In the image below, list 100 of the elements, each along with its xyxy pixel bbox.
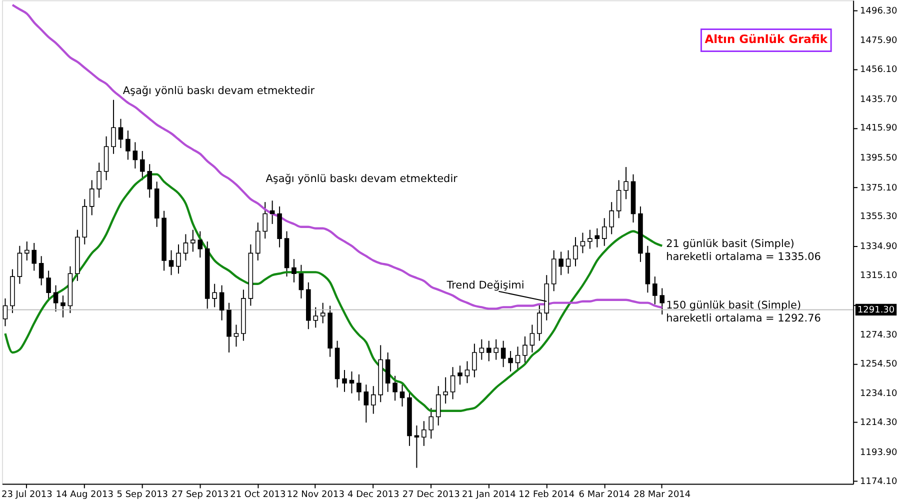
- candlestick: [111, 99, 116, 154]
- candlestick: [147, 164, 152, 198]
- y-tick-label: 1214.30: [860, 418, 898, 428]
- candlestick: [428, 407, 434, 440]
- candlestick: [624, 166, 628, 200]
- candlestick: [176, 244, 181, 274]
- candlestick: [313, 306, 318, 328]
- candlestick: [234, 324, 239, 348]
- candlestick: [450, 366, 456, 400]
- candlestick: [198, 230, 203, 258]
- y-tick-label: 1193.90: [860, 448, 898, 458]
- candlestick: [385, 352, 390, 392]
- candlestick: [364, 384, 369, 424]
- candlestick: [580, 232, 586, 254]
- candlestick: [660, 288, 665, 316]
- y-tick-label: 1395.50: [860, 154, 898, 164]
- candlestick: [522, 336, 528, 364]
- candlestick: [537, 304, 542, 342]
- candlestick: [486, 340, 492, 362]
- candlestick: [472, 343, 477, 378]
- x-tick-label: 21 Jan 2014: [462, 490, 516, 500]
- candlestick: [443, 376, 448, 404]
- candlestick: [96, 162, 102, 198]
- annotation: Trend Değişimi: [446, 279, 524, 292]
- candlestick: [118, 118, 124, 149]
- candlestick: [53, 284, 58, 312]
- y-tick-label: 1334.90: [860, 242, 898, 252]
- x-tick-label: 6 Mar 2014: [578, 490, 630, 500]
- annotation: Aşağı yönlü baskı devam etmektedir: [122, 85, 316, 98]
- candlestick: [320, 302, 326, 324]
- candlestick: [558, 251, 564, 276]
- candlestick: [479, 338, 484, 360]
- y-tick-label: 1496.30: [860, 6, 898, 16]
- candlestick: [32, 242, 37, 272]
- candlestick: [219, 284, 224, 321]
- candlestick: [349, 370, 354, 394]
- candlestick: [17, 245, 22, 284]
- y-tick-label: 1475.90: [860, 36, 898, 46]
- candlestick: [652, 276, 658, 305]
- candlestick: [494, 338, 498, 360]
- y-tick-label: 1274.30: [860, 330, 898, 341]
- candlestick: [609, 202, 614, 235]
- candlestick: [38, 256, 44, 286]
- x-tick-label: 4 Dec 2013: [348, 490, 400, 500]
- candlestick: [126, 130, 130, 160]
- y-tick-label: 1435.70: [860, 94, 898, 105]
- candlestick: [262, 202, 268, 240]
- annotation: 21 günlük basit (Simple) hareketli ortalama = 1335.06: [666, 238, 821, 263]
- candlestick: [464, 360, 470, 384]
- candlestick: [292, 258, 296, 283]
- candlestick: [588, 229, 592, 250]
- candlestick: [46, 270, 51, 300]
- x-tick-label: 27 Sep 2013: [172, 490, 229, 500]
- candlestick: [270, 200, 275, 224]
- y-tick-label: 1174.10: [860, 476, 898, 487]
- y-tick-label: 1375.10: [860, 183, 898, 194]
- y-tick-label: 1254.50: [860, 359, 898, 370]
- x-tick-label: 12 Nov 2013: [286, 490, 344, 500]
- candlestick: [508, 350, 513, 372]
- candlestick: [436, 386, 441, 426]
- candlestick: [342, 369, 347, 392]
- y-tick-label: 1315.10: [860, 270, 898, 281]
- candlestick: [602, 218, 607, 246]
- y-tick-label: 1456.10: [860, 65, 898, 76]
- candlestick: [422, 420, 426, 446]
- y-tick-label: 1234.10: [860, 389, 898, 400]
- candlestick: [530, 324, 535, 353]
- annotation: 150 günlük basit (Simple) hareketli ortalama = 1292.76: [666, 300, 821, 325]
- y-tick-label: 1415.90: [860, 124, 898, 134]
- x-tick-label: 12 Feb 2014: [518, 490, 575, 500]
- candlestick: [356, 374, 362, 402]
- candlestick: [566, 250, 571, 274]
- candlestick: [89, 180, 94, 216]
- candlestick: [400, 384, 405, 407]
- candlestick: [515, 346, 520, 370]
- candlestick: [594, 228, 600, 248]
- candlestick: [183, 234, 188, 261]
- ref-line-label: 1291.30: [857, 306, 895, 316]
- candlestick: [2, 298, 8, 327]
- x-tick-label: 5 Sep 2013: [116, 490, 168, 500]
- x-tick-label: 21 Oct 2013: [230, 490, 286, 500]
- x-tick-label: 28 Mar 2014: [634, 490, 691, 500]
- candlestick: [255, 222, 260, 261]
- candlestick: [24, 241, 30, 261]
- candlestick: [573, 236, 578, 267]
- candlestick: [392, 375, 398, 402]
- x-tick-label: 27 Dec 2013: [402, 490, 460, 500]
- x-tick-label: 14 Aug 2013: [56, 490, 114, 500]
- candlestick: [212, 283, 217, 308]
- text: Altın Günlük Grafik: [704, 32, 828, 46]
- line-series: [11, 4, 664, 310]
- candlestick: [190, 229, 196, 252]
- candlestick: [458, 365, 462, 386]
- annotation: Aşağı yönlü baskı devam etmektedir: [266, 173, 458, 186]
- candlestick: [616, 180, 622, 219]
- candlestick: [60, 295, 66, 318]
- candlestick: [168, 250, 174, 276]
- candlestick: [370, 386, 376, 414]
- candlestick: [500, 340, 506, 368]
- candlestick: [298, 264, 304, 299]
